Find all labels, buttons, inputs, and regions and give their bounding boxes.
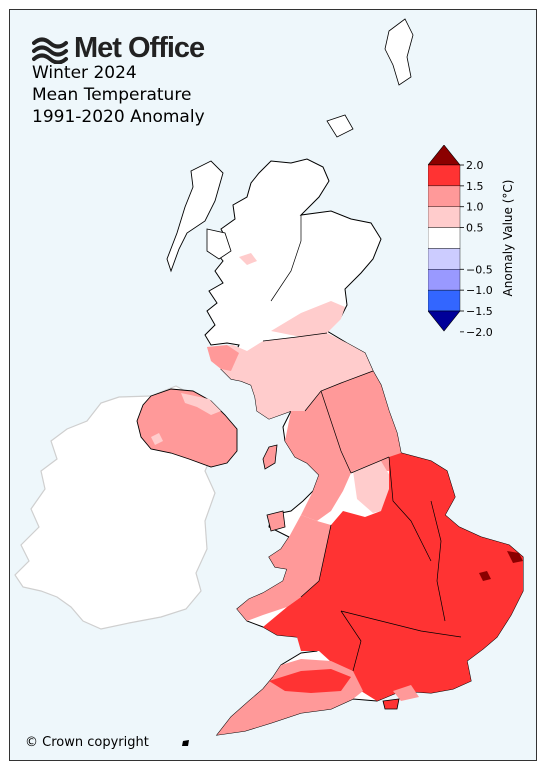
met-office-wave-icon <box>32 37 68 64</box>
copyright-notice: © Crown copyright <box>25 735 149 750</box>
zone-red-devon <box>269 669 351 693</box>
title-variable: Mean Temperature <box>32 85 192 105</box>
legend-tick-label: 1.0 <box>466 201 484 214</box>
zone-pink-kent-edge <box>393 685 419 701</box>
met-office-logo: Met Office <box>32 32 205 65</box>
legend-bin <box>428 269 461 291</box>
legend-tick-label: 1.5 <box>466 180 484 193</box>
legend-tick-label: −1.5 <box>466 305 493 318</box>
shetland <box>384 18 414 86</box>
zone-pink-wales <box>237 515 331 621</box>
zone-pink-southwest <box>217 659 363 735</box>
isle-of-man <box>262 444 278 470</box>
region-borders <box>262 215 462 672</box>
legend-tick-label: −2.0 <box>466 326 493 339</box>
legend-bin <box>428 289 461 312</box>
border-south <box>340 610 462 638</box>
legend-triangle-top <box>428 145 461 166</box>
zone-pale-southern-scotland <box>207 333 373 419</box>
zone-pink-west-scotland <box>207 345 239 371</box>
zone-pale-highlands <box>239 253 257 265</box>
zone-very-pale-north <box>271 301 345 337</box>
zone-red-midlands-south <box>263 453 523 701</box>
legend-bins <box>428 164 461 312</box>
legend-tick-label: −0.5 <box>466 263 493 276</box>
legend-tick-label: −1.0 <box>466 284 493 297</box>
border-east-midlands <box>388 456 432 562</box>
anglesey <box>266 510 286 532</box>
skye <box>206 228 232 260</box>
map-frame: Met Office Winter 2024 Mean Temperature … <box>9 9 537 761</box>
legend-label: Anomaly Value (°C) <box>501 180 515 297</box>
legend-bin <box>428 164 461 187</box>
legend-tick-label: 0.5 <box>466 222 484 235</box>
title-baseline: 1991-2020 Anomaly <box>32 107 205 127</box>
logo-text: Met Office <box>74 32 205 64</box>
border-wales-england <box>300 524 332 598</box>
northern-ireland-pale-zone <box>181 393 221 415</box>
scilly-isles <box>182 740 189 746</box>
uk-anomaly-map <box>14 18 524 746</box>
border-north-west-east <box>320 390 352 474</box>
legend-ticks: 2.0 1.5 1.0 0.5 −0.5 −1.0 −1.5 −2.0 <box>460 159 493 339</box>
border-southwest <box>340 610 362 672</box>
orkney <box>326 114 354 138</box>
outer-hebrides <box>166 160 224 273</box>
legend-bin <box>428 206 461 228</box>
anomaly-colorbar: 2.0 1.5 1.0 0.5 −0.5 −1.0 −1.5 −2.0 Anomaly Val… <box>428 145 515 339</box>
border-midlands-north <box>350 456 390 474</box>
zone-darkred-norfolk-coast <box>507 551 523 563</box>
zone-pink-north-england <box>285 371 401 521</box>
legend-bin <box>428 248 461 270</box>
lough-neagh-patch <box>151 433 163 445</box>
legend-tick-label: 2.0 <box>466 159 484 172</box>
border-east-anglia <box>430 500 446 622</box>
legend-triangle-bottom <box>428 310 461 332</box>
border-scotland-east <box>270 215 302 302</box>
border-england-scotland <box>304 370 374 412</box>
zone-pale-yorkshire <box>353 461 393 513</box>
title-season: Winter 2024 <box>32 63 137 83</box>
zone-darkred-norfolk-inland <box>479 571 491 581</box>
legend-bin <box>428 227 461 249</box>
isle-of-wight <box>382 698 400 710</box>
legend-bin <box>428 185 461 207</box>
border-scotland-south <box>262 332 328 342</box>
